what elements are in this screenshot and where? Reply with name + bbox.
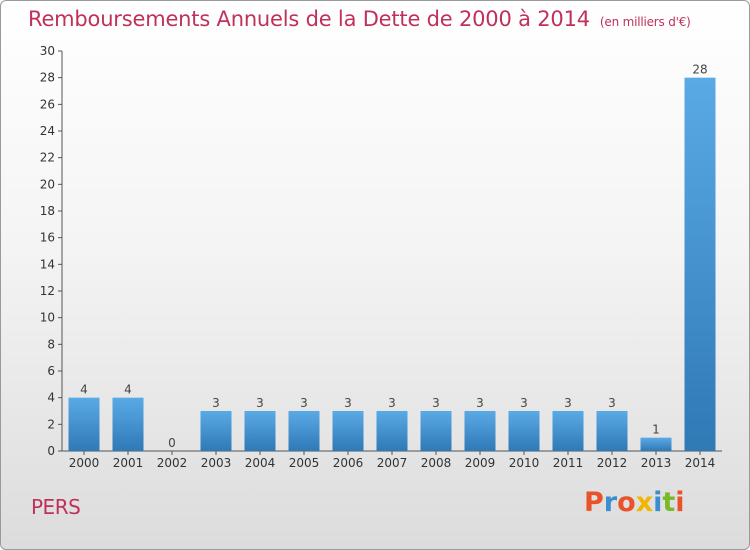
- proxiti-logo: Proxiti: [584, 487, 685, 518]
- y-tick-label: 28: [40, 71, 55, 85]
- logo-letter: o: [617, 487, 636, 518]
- bar: [244, 411, 276, 451]
- bar: [420, 411, 452, 451]
- data-label: 3: [212, 396, 220, 410]
- y-tick-label: 20: [40, 177, 55, 191]
- y-tick-label: 12: [40, 284, 55, 298]
- y-tick-label: 4: [47, 391, 55, 405]
- data-label: 4: [80, 383, 88, 397]
- bar: [596, 411, 628, 451]
- data-label: 3: [256, 396, 264, 410]
- logo-letter: x: [635, 487, 654, 518]
- x-tick-label: 2002: [157, 456, 188, 470]
- x-tick-label: 2011: [553, 456, 584, 470]
- x-tick-label: 2000: [69, 456, 100, 470]
- data-label: 3: [432, 396, 440, 410]
- logo-letter: P: [584, 487, 604, 518]
- y-tick-label: 16: [40, 231, 55, 245]
- data-label: 3: [608, 396, 616, 410]
- data-label: 3: [344, 396, 352, 410]
- logo-letter: r: [603, 487, 618, 518]
- y-tick-label: 14: [40, 257, 55, 271]
- y-tick-label: 6: [47, 364, 55, 378]
- data-label: 3: [564, 396, 572, 410]
- bar: [112, 397, 144, 451]
- chart-labels: 2000 4 2001 4 2002 0 2003 3 2004 3 2005 3 2006 3 2007 3…: [69, 63, 716, 470]
- bar: [332, 411, 364, 451]
- data-label: 3: [520, 396, 528, 410]
- logo-letter: i: [653, 487, 663, 518]
- data-label: 0: [168, 436, 176, 450]
- data-label: 3: [388, 396, 396, 410]
- data-label: 4: [124, 383, 132, 397]
- y-tick-label: 10: [40, 311, 55, 325]
- logo-letter: i: [675, 487, 685, 518]
- bar: [200, 411, 232, 451]
- y-tick-label: 30: [40, 44, 55, 58]
- y-tick-label: 22: [40, 151, 55, 165]
- bar: [640, 437, 672, 451]
- bar: [508, 411, 540, 451]
- x-tick-label: 2013: [641, 456, 672, 470]
- commune-name: PERS: [31, 495, 81, 519]
- bar: [376, 411, 408, 451]
- x-tick-label: 2003: [201, 456, 232, 470]
- x-tick-label: 2007: [377, 456, 408, 470]
- y-tick-label: 18: [40, 204, 55, 218]
- x-tick-label: 2012: [597, 456, 628, 470]
- x-tick-label: 2001: [113, 456, 144, 470]
- bar: [684, 77, 716, 452]
- bar: [68, 397, 100, 451]
- x-tick-label: 2010: [509, 456, 540, 470]
- y-tick-label: 0: [47, 444, 55, 458]
- x-tick-label: 2009: [465, 456, 496, 470]
- data-label: 1: [652, 423, 660, 437]
- y-tick-label: 8: [47, 337, 55, 351]
- chart-title-text: Remboursements Annuels de la Dette de 20…: [28, 7, 590, 31]
- x-tick-label: 2014: [685, 456, 716, 470]
- logo-letter: t: [662, 487, 676, 518]
- data-label: 3: [476, 396, 484, 410]
- y-tick-label: 26: [40, 97, 55, 111]
- x-tick-label: 2004: [245, 456, 276, 470]
- bar: [464, 411, 496, 451]
- chart-bars: [68, 77, 716, 452]
- data-label: 3: [300, 396, 308, 410]
- x-tick-label: 2008: [421, 456, 452, 470]
- bar: [552, 411, 584, 451]
- x-tick-label: 2006: [333, 456, 364, 470]
- bar: [288, 411, 320, 451]
- data-label: 28: [692, 63, 707, 77]
- chart-title: Remboursements Annuels de la Dette de 20…: [28, 7, 691, 31]
- y-tick-label: 24: [40, 124, 55, 138]
- x-tick-label: 2005: [289, 456, 320, 470]
- y-tick-label: 2: [47, 417, 55, 431]
- chart-unit: (en milliers d'€): [599, 15, 691, 29]
